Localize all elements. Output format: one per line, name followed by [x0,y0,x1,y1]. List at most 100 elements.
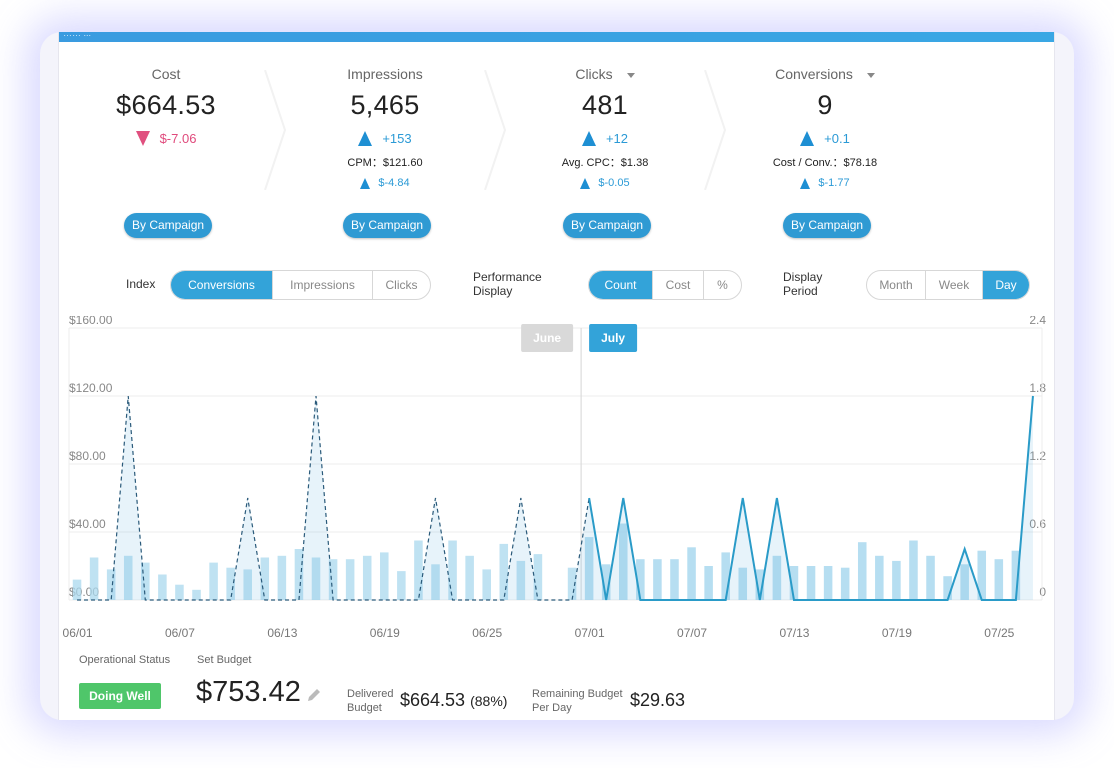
bar [687,547,696,600]
arrow-up-icon [800,177,811,189]
by-campaign-button-cost[interactable]: By Campaign [124,213,213,238]
arrow-down-icon [135,131,150,146]
kpi-value: 5,465 [350,90,420,120]
period-option-week[interactable]: Week [926,271,983,299]
x-tick-label: 07/13 [779,626,809,640]
period-option-day[interactable]: Day [983,271,1029,299]
kpi-label-text: Clicks [575,66,613,82]
delivered-label: Delivered Budget [347,687,393,715]
conversions-line [588,395,1034,601]
bar [636,559,645,600]
bar [209,562,218,600]
chevron-divider-icon [264,70,287,190]
bar [260,557,270,600]
kpi-delta: +12 [500,131,710,146]
kpi-label[interactable]: Clicks [500,66,710,82]
bar [533,554,543,600]
y-left-tick-label: $160.00 [69,316,113,327]
bar [192,589,201,600]
y-right-tick-label: 1.8 [1029,381,1046,395]
label-line: Period [783,284,818,298]
bar [243,569,252,600]
bar [840,567,850,600]
by-campaign-button-impressions[interactable]: By Campaign [343,213,432,238]
period-option-month[interactable]: Month [867,271,926,299]
chevron-down-icon[interactable] [866,72,875,78]
bar [294,549,304,600]
index-option-conversions[interactable]: Conversions [171,271,273,299]
x-tick-label: 06/01 [63,626,93,640]
y-left-tick-label: $80.00 [69,449,106,463]
kpi-sub-label: Cost / Conv.：$78.18 [772,157,878,169]
bar [619,523,628,600]
bar [175,584,184,600]
bar [311,557,321,600]
bar [1011,550,1021,600]
x-tick-label: 06/25 [472,626,502,640]
chevron-down-icon[interactable] [626,72,635,78]
performance-option-cost[interactable]: Cost [653,271,704,299]
pencil-icon[interactable] [306,687,322,703]
bar [653,559,662,600]
performance-option-count[interactable]: Count [589,271,653,299]
index-option-clicks[interactable]: Clicks [385,278,418,292]
month-tab-june-label: June [533,331,561,345]
bar [772,555,782,600]
kpi-impressions: Impressions 5,465 +153 CPM：$121.60 $-4.8… [280,66,490,189]
x-tick-label: 07/25 [984,626,1014,640]
bar [482,569,491,600]
kpi-sub-delta: $-1.77 [720,177,930,189]
bar [670,559,679,600]
bar [789,566,799,600]
bar [465,555,474,600]
arrow-up-icon [358,131,373,146]
chevron-divider-icon [484,70,507,190]
label-line: Display [473,284,513,298]
bar [584,537,594,600]
line-area [589,396,1033,600]
status-label: Operational Status [79,654,171,666]
x-tick-label: 07/19 [882,626,912,640]
bar [926,555,935,600]
bar [380,552,389,600]
y-right-tick-label: 0 [1039,585,1046,599]
remaining-label: Remaining Budget Per Day [532,687,623,715]
label-line: Budget [347,702,382,714]
kpi-sub-label: CPM：$121.60 [347,157,423,169]
performance-chart: $0.00$40.00$80.00$120.00$160.0000.61.21.… [63,316,1047,640]
kpi-label[interactable]: Conversions [720,66,930,82]
x-tick-label: 07/07 [677,626,707,640]
bar [431,564,440,600]
bar [362,555,372,600]
performance-toggle: Count Cost % [588,270,742,300]
arrow-up-icon [581,131,596,146]
bar [106,569,116,600]
label-line: Performance [473,270,542,284]
display-period-label: Display Period [783,270,822,298]
by-campaign-button-clicks[interactable]: By Campaign [563,213,652,238]
bar [806,566,816,600]
index-option-impressions[interactable]: Impressions [273,271,373,299]
arrow-up-icon [800,131,815,146]
bar [72,579,82,600]
bar [328,559,338,600]
delivered-amount: $664.53 [400,690,466,710]
kpi-delta-value: +153 [382,131,412,146]
delivered-percent: (88%) [470,693,508,709]
bar [943,576,952,600]
conversions-line [77,395,590,601]
bar [755,569,765,600]
by-campaign-button-conversions[interactable]: By Campaign [783,213,872,238]
status-badge: Doing Well [79,683,161,709]
bar [977,550,987,600]
performance-option-percent[interactable]: % [717,278,728,292]
kpi-sub-delta-value: $-1.77 [818,177,850,189]
bar [516,560,526,600]
kpi-delta-value: +12 [605,131,629,146]
bar [448,540,457,600]
index-toggle: Conversions Impressions Clicks [170,270,431,300]
line-area [77,396,590,600]
bar [909,540,918,600]
arrow-up-icon [360,177,371,189]
kpi-sub-delta: $-4.84 [280,177,490,189]
